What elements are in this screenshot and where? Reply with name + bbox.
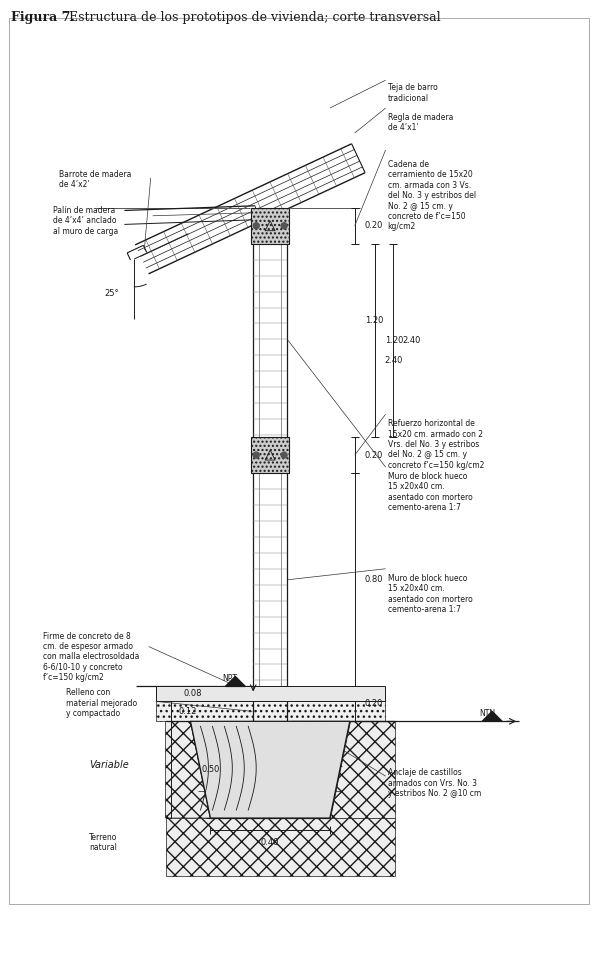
Polygon shape [482, 712, 502, 721]
Polygon shape [166, 721, 211, 818]
Text: Regla de madera
de 4’x1’: Regla de madera de 4’x1’ [388, 113, 453, 132]
Text: 0.50: 0.50 [202, 765, 220, 775]
Text: 0.12: 0.12 [179, 707, 197, 716]
Text: Muro de block hueco
15 x20x40 cm.
asentado con mortero
cemento-arena 1:7: Muro de block hueco 15 x20x40 cm. asenta… [388, 573, 472, 614]
Bar [251, 208, 289, 244]
Text: 2.40: 2.40 [403, 336, 421, 345]
Text: 2.40: 2.40 [385, 356, 403, 365]
Bar [155, 687, 385, 701]
Polygon shape [330, 721, 395, 818]
Text: 0.08: 0.08 [184, 689, 202, 698]
Text: Palín de madera
de 4’x4’ anclado
al muro de carga: Palín de madera de 4’x4’ anclado al muro… [53, 206, 118, 236]
Text: 0.20: 0.20 [365, 221, 383, 230]
Text: 25°: 25° [104, 289, 119, 299]
Text: Barrote de madera
de 4’x2’: Barrote de madera de 4’x2’ [59, 170, 131, 190]
Text: 1.20: 1.20 [385, 336, 403, 345]
Polygon shape [226, 677, 245, 687]
Text: Figura 7.: Figura 7. [11, 12, 75, 24]
Text: Teja de barro
tradicional: Teja de barro tradicional [388, 83, 437, 103]
Circle shape [281, 453, 287, 458]
Bar [166, 818, 395, 876]
Text: Firme de concreto de 8
cm. de espesor armado
con malla electrosoldada
6-6/10-10 : Firme de concreto de 8 cm. de espesor ar… [43, 631, 140, 682]
Text: 0.20: 0.20 [365, 451, 383, 459]
Text: NPT: NPT [223, 674, 238, 684]
Circle shape [281, 222, 287, 229]
Text: Estructura de los prototipos de vivienda; corte transversal: Estructura de los prototipos de vivienda… [65, 12, 441, 24]
Bar [251, 437, 289, 473]
Circle shape [253, 453, 259, 458]
Text: Variable: Variable [89, 760, 129, 770]
Text: NTN: NTN [479, 710, 495, 718]
Text: 0.20: 0.20 [365, 699, 383, 709]
Text: 0.80: 0.80 [365, 575, 383, 584]
Text: Relleno con
material mejorado
y compactado: Relleno con material mejorado y compacta… [66, 689, 137, 718]
Text: Muro de block hueco
15 x20x40 cm.
asentado con mortero
cemento-arena 1:7: Muro de block hueco 15 x20x40 cm. asenta… [388, 472, 472, 513]
Circle shape [253, 222, 259, 229]
Text: 0.40: 0.40 [261, 838, 280, 847]
Text: Refuerzo horizontal de
15x20 cm. armado con 2
Vrs. del No. 3 y estribos
del No. : Refuerzo horizontal de 15x20 cm. armado … [388, 419, 484, 470]
Text: 1.20: 1.20 [365, 316, 383, 325]
Polygon shape [191, 721, 350, 818]
Text: Cadena de
cerramiento de 15x20
cm. armada con 3 Vs.
del No. 3 y estribos del
No.: Cadena de cerramiento de 15x20 cm. armad… [388, 160, 476, 231]
Text: Terreno
natural: Terreno natural [89, 833, 118, 852]
Text: Anclaje de castillos
armados con Vrs. No. 3
y estribos No. 2 @10 cm: Anclaje de castillos armados con Vrs. No… [388, 768, 481, 798]
Bar [155, 701, 385, 721]
